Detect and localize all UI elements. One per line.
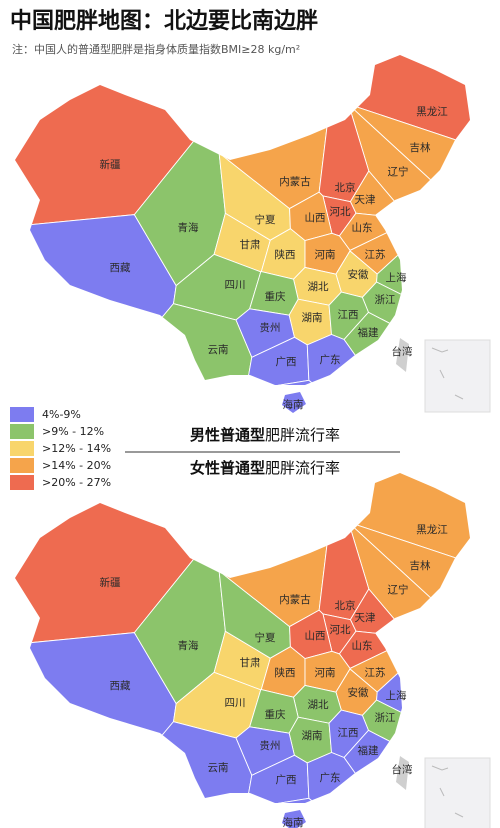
province-label: 青海 [178,639,199,652]
province-label: 陕西 [275,248,296,261]
province-label: 山西 [305,630,326,642]
province-label: 江苏 [365,666,386,679]
province-label: 安徽 [348,686,369,699]
province-label: 甘肃 [240,238,261,251]
province-label: 台湾 [392,345,413,358]
south-sea-islands [431,347,464,400]
province-label: 吉林 [410,559,431,572]
province-label: 山东 [352,221,373,234]
legend-swatch [10,424,34,439]
province-label: 广西 [276,774,297,786]
province-label: 宁夏 [255,631,276,644]
subtitle: 注：中国人的普通型肥胖是指身体质量指数BMI≥28 kg/m² [12,42,300,56]
legend-label: >12% - 14% [42,442,111,455]
province-label: 河南 [315,666,336,679]
province-label: 云南 [208,761,229,774]
province-label: 广东 [320,771,341,784]
province-label: 辽宁 [388,583,409,596]
map-title: 女性普通型肥胖流行率 [190,459,340,477]
province-region [15,632,177,828]
map-title-rest: 肥胖流行率 [265,426,340,444]
province-label: 宁夏 [255,213,276,226]
legend-swatch [10,407,34,422]
province-label: 天津 [355,194,376,206]
province-label: 西藏 [110,262,131,274]
map-title-bold: 男性普通型 [190,426,265,444]
province-label: 福建 [358,326,379,339]
legend-label: 4%-9% [42,408,81,421]
province-label: 湖南 [302,311,323,324]
legend-swatch [10,458,34,473]
province-label: 四川 [225,279,246,291]
province-label: 上海 [386,271,407,284]
province-label: 内蒙古 [279,175,311,188]
province-label: 台湾 [392,763,413,776]
province-label: 黑龙江 [416,105,448,118]
province-label: 新疆 [100,158,121,171]
province-label: 江西 [338,727,359,739]
province-label: 浙江 [375,294,396,306]
province-label: 湖北 [308,699,329,711]
province-label: 天津 [355,612,376,624]
province-label: 广西 [276,356,297,368]
province-label: 福建 [358,744,379,757]
province-label: 新疆 [100,576,121,589]
south-sea-islands [431,765,464,818]
province-label: 安徽 [348,268,369,281]
province-label: 吉林 [410,141,431,154]
province-label: 上海 [386,689,407,702]
title: 中国肥胖地图：北边要比南边胖 [10,8,318,34]
province-label: 浙江 [375,712,396,724]
province-label: 西藏 [110,680,131,692]
province-label: 内蒙古 [279,593,311,606]
province-label: 河南 [315,248,336,261]
province-label: 青海 [178,221,199,234]
province-label: 陕西 [275,666,296,679]
legend-label: >20% - 27% [42,476,111,489]
province-label: 河北 [330,206,351,218]
map-title: 男性普通型肥胖流行率 [190,426,340,444]
province-label: 贵州 [260,739,281,752]
province-label: 山东 [352,639,373,652]
map-title-rest: 肥胖流行率 [265,459,340,477]
province-region [70,721,253,828]
south-sea-inset [424,339,491,413]
province-label: 甘肃 [240,656,261,669]
province-label: 贵州 [260,321,281,334]
province-label: 广东 [320,353,341,366]
south-sea-inset [424,757,491,828]
province-label: 辽宁 [388,165,409,178]
legend-swatch [10,475,34,490]
province-label: 重庆 [265,708,286,721]
province-label: 黑龙江 [416,523,448,536]
province-label: 湖北 [308,281,329,293]
map-title-bold: 女性普通型 [190,459,265,477]
province-label: 河北 [330,624,351,636]
province-label: 江西 [338,309,359,321]
province-label: 海南 [283,398,304,411]
province-label: 四川 [225,697,246,709]
province-label: 云南 [208,343,229,356]
province-label: 重庆 [265,290,286,303]
province-label: 北京 [335,181,356,194]
province-region [70,303,253,413]
province-label: 海南 [283,816,304,828]
legend-label: >14% - 20% [42,459,111,472]
province-label: 江苏 [365,248,386,261]
province-label: 山西 [305,212,326,224]
province-label: 湖南 [302,729,323,742]
province-region [15,214,177,413]
legend-swatch [10,441,34,456]
legend-label: >9% - 12% [42,425,104,438]
province-label: 北京 [335,599,356,612]
